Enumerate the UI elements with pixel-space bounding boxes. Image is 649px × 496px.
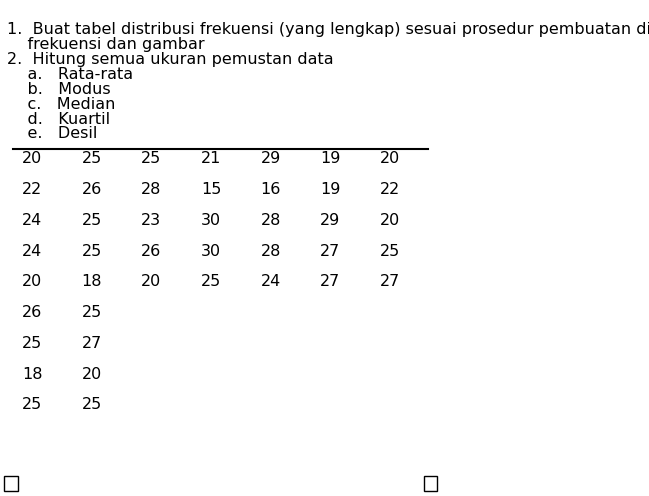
- Text: 28: 28: [260, 244, 281, 258]
- Text: 23: 23: [141, 213, 162, 228]
- Text: 22: 22: [380, 182, 400, 197]
- Text: 18: 18: [22, 367, 43, 381]
- Text: 25: 25: [201, 274, 221, 289]
- Text: 26: 26: [22, 305, 42, 320]
- Text: 27: 27: [320, 244, 340, 258]
- Text: 25: 25: [82, 244, 102, 258]
- Text: 25: 25: [141, 151, 162, 166]
- Text: 19: 19: [320, 182, 341, 197]
- Text: 1.  Buat tabel distribusi frekuensi (yang lengkap) sesuai prosedur pembuatan dis: 1. Buat tabel distribusi frekuensi (yang…: [6, 22, 649, 37]
- Text: frekuensi dan gambar: frekuensi dan gambar: [6, 37, 204, 52]
- Text: 20: 20: [22, 151, 42, 166]
- Text: 20: 20: [141, 274, 162, 289]
- Bar: [5, 476, 18, 491]
- Text: 30: 30: [201, 244, 221, 258]
- Text: 2.  Hitung semua ukuran pemustan data: 2. Hitung semua ukuran pemustan data: [6, 52, 333, 67]
- Text: b.   Modus: b. Modus: [6, 82, 110, 97]
- Text: 20: 20: [380, 151, 400, 166]
- Text: 26: 26: [141, 244, 162, 258]
- Text: 20: 20: [380, 213, 400, 228]
- Text: 20: 20: [22, 274, 42, 289]
- Text: d.   Kuartil: d. Kuartil: [6, 112, 110, 126]
- Text: 21: 21: [201, 151, 221, 166]
- Text: 16: 16: [260, 182, 281, 197]
- Text: 25: 25: [22, 397, 42, 412]
- Text: e.   Desil: e. Desil: [6, 126, 97, 141]
- Text: 25: 25: [380, 244, 400, 258]
- Text: 26: 26: [82, 182, 102, 197]
- Text: 28: 28: [260, 213, 281, 228]
- Text: a.   Rata-rata: a. Rata-rata: [6, 67, 133, 82]
- Text: 27: 27: [320, 274, 340, 289]
- Text: 18: 18: [82, 274, 102, 289]
- Text: 30: 30: [201, 213, 221, 228]
- Text: 22: 22: [22, 182, 42, 197]
- Text: 29: 29: [320, 213, 340, 228]
- Text: 24: 24: [22, 244, 42, 258]
- Text: 24: 24: [260, 274, 281, 289]
- Text: 29: 29: [260, 151, 281, 166]
- Bar: [424, 476, 437, 491]
- Text: c.   Median: c. Median: [6, 97, 115, 112]
- Text: 27: 27: [82, 336, 102, 351]
- Text: 25: 25: [82, 305, 102, 320]
- Text: 19: 19: [320, 151, 341, 166]
- Text: 15: 15: [201, 182, 221, 197]
- Text: 25: 25: [22, 336, 42, 351]
- Text: 25: 25: [82, 213, 102, 228]
- Text: 27: 27: [380, 274, 400, 289]
- Text: 24: 24: [22, 213, 42, 228]
- Text: 28: 28: [141, 182, 162, 197]
- Text: 25: 25: [82, 397, 102, 412]
- Text: 20: 20: [82, 367, 102, 381]
- Text: 25: 25: [82, 151, 102, 166]
